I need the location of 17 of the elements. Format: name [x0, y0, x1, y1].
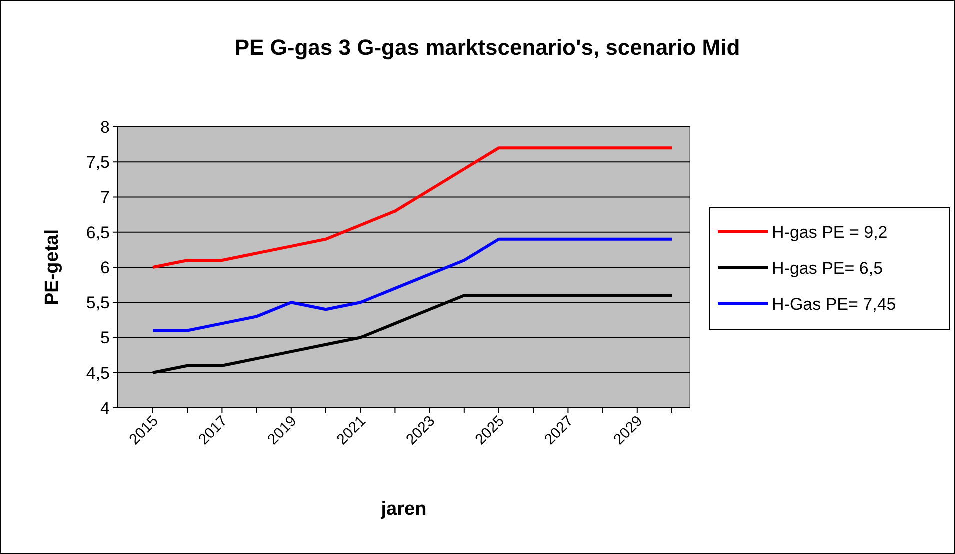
y-tick-label: 5 — [100, 328, 110, 348]
y-tick-label: 5,5 — [86, 294, 110, 313]
chart-title: PE G-gas 3 G-gas marktscenario's, scenario Mid — [234, 35, 740, 60]
legend-label: H-gas PE= 6,5 — [772, 258, 884, 278]
line-series — [152, 238, 674, 332]
y-tick-label: 7,5 — [86, 153, 110, 172]
x-axis-title: jaren — [380, 499, 427, 520]
y-tick-label: 6 — [100, 258, 110, 278]
y-tick-label: 4 — [100, 398, 110, 418]
line-series — [152, 146, 674, 269]
y-tick-label: 6,5 — [86, 223, 110, 242]
y-tick-label: 4,5 — [86, 364, 110, 383]
y-tick-label: 7 — [100, 188, 110, 208]
y-axis-title: PE-getal — [42, 229, 63, 306]
y-tick-label: 8 — [100, 118, 110, 137]
legend-label: H-gas PE = 9,2 — [772, 222, 888, 242]
legend-label: H-Gas PE= 7,45 — [772, 294, 896, 314]
